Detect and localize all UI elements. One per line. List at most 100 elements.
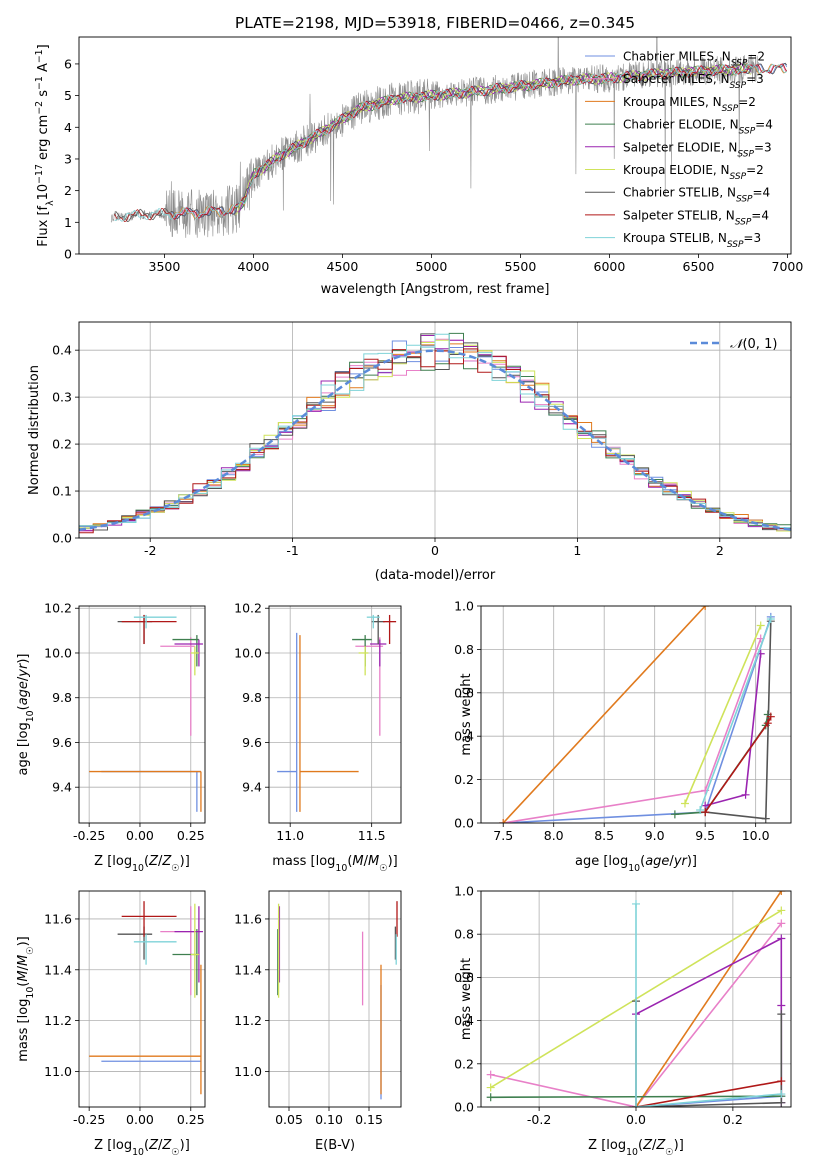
plot-area xyxy=(79,332,791,538)
y-tick-label: 11.0 xyxy=(234,1064,262,1079)
x-axis-label: Z [log10(Z/Z☉)] xyxy=(588,1138,684,1158)
x-tick-label: 7000 xyxy=(772,259,804,274)
legend-label: Kroupa STELIB, NSSP=3 xyxy=(623,231,761,250)
x-tick-label: 0.25 xyxy=(177,828,205,843)
error-bar-point xyxy=(121,901,177,937)
error-bar-point xyxy=(172,635,199,667)
mass-weight-marker xyxy=(777,1098,786,1107)
error-bar-point xyxy=(121,614,177,645)
mass-weight-marker xyxy=(499,819,508,823)
error-bar-point xyxy=(358,646,369,676)
x-tick-label: 5500 xyxy=(505,259,537,274)
axes-frame xyxy=(480,605,792,824)
error-bar-point xyxy=(160,637,195,736)
chart-layer: 3500 4000 4500 5000 5500 6000 6500 7000 0 1 2 3 4 5 6 w… xyxy=(16,36,804,1158)
error-bar-point xyxy=(101,770,201,812)
x-axis-label: Z [log10(Z/Z☉)] xyxy=(94,1138,190,1158)
plot-area xyxy=(89,901,203,1095)
y-tick-label: 11.2 xyxy=(44,1013,72,1028)
mass-weight-marker xyxy=(632,1103,640,1107)
y-tick-label: 9.4 xyxy=(242,780,262,795)
error-bar-point xyxy=(355,637,384,736)
y-tick-label: 2 xyxy=(64,183,72,198)
mass-weight-marker xyxy=(632,899,640,908)
legend-label: Salpeter ELODIE, NSSP=3 xyxy=(623,140,772,159)
y-tick-label: 3 xyxy=(64,151,72,166)
y-tick-label: 0.2 xyxy=(454,772,474,787)
plot-area xyxy=(89,614,203,812)
x-tick-label: 0.05 xyxy=(275,1112,303,1127)
x-tick-label: 0.0 xyxy=(626,1112,646,1127)
y-axis-label: mass weight xyxy=(459,673,474,755)
error-bar-point xyxy=(299,635,359,812)
histogram-step xyxy=(79,333,791,538)
mass-weight-line xyxy=(635,1001,783,1107)
x-tick-label: 11.0 xyxy=(276,828,304,843)
x-tick-label: -1 xyxy=(286,543,298,558)
y-tick-label: 11.0 xyxy=(44,1064,72,1079)
x-tick-label: 0.15 xyxy=(355,1112,383,1127)
x-tick-label: 0.25 xyxy=(177,1112,205,1127)
axes-frame xyxy=(268,605,402,824)
mass-weight-line xyxy=(503,638,762,823)
legend-label: Salpeter STELIB, NSSP=4 xyxy=(623,208,769,227)
normal-curve xyxy=(79,349,791,532)
x-axis-label: Z [log10(Z/Z☉)] xyxy=(94,854,190,874)
mass-weight-marker xyxy=(777,1010,786,1019)
y-tick-label: 11.4 xyxy=(44,962,72,977)
y-tick-label: 0.1 xyxy=(52,484,72,499)
y-tick-label: 1.0 xyxy=(454,599,474,614)
mass-weight-marker xyxy=(777,934,786,943)
x-tick-label: 11.5 xyxy=(358,828,386,843)
error-bar-point xyxy=(133,934,177,965)
y-tick-label: 0.2 xyxy=(52,437,72,452)
x-tick-label: 8.5 xyxy=(594,828,614,843)
x-tick-label: 10.0 xyxy=(742,828,770,843)
y-axis-label: Flux [fλ10−17 erg cm−2 s−1 A−1] xyxy=(34,44,56,246)
error-bar-point xyxy=(117,614,153,645)
x-tick-label: -0.25 xyxy=(73,828,105,843)
x-tick-label: 8.0 xyxy=(544,828,564,843)
legend-label: Kroupa MILES, NSSP=2 xyxy=(623,95,756,114)
y-tick-label: 0.8 xyxy=(454,642,474,657)
x-axis-label: E(B-V) xyxy=(315,1138,355,1153)
error-bar-point xyxy=(366,614,380,629)
spectrum-model-line xyxy=(114,62,788,223)
y-tick-label: 9.8 xyxy=(52,690,72,705)
y-tick-label: 4 xyxy=(64,120,72,135)
mass-weight-line xyxy=(635,1080,782,1107)
mass-weight-line xyxy=(490,922,782,1107)
mass-weight-marker xyxy=(701,808,710,817)
x-axis-label: mass [log10(M/M☉)] xyxy=(272,854,398,874)
x-tick-label: 0.00 xyxy=(126,828,154,843)
x-tick-label: 1 xyxy=(573,543,581,558)
error-bar-point xyxy=(89,964,202,1095)
x-axis-label: age [log10(age/yr)] xyxy=(575,854,697,874)
y-tick-label: 0 xyxy=(64,247,72,262)
error-bar-point xyxy=(383,614,397,645)
legend-label: Chabrier ELODIE, NSSP=4 xyxy=(623,118,773,137)
mass-weight-marker xyxy=(777,891,786,895)
error-bar-point xyxy=(174,906,203,983)
y-axis-label: age [log10(age/yr)] xyxy=(16,653,36,775)
mass-weight-marker xyxy=(766,615,775,624)
y-tick-label: 0.2 xyxy=(454,1056,474,1071)
plot-area xyxy=(277,901,398,1100)
mass-weight-marker xyxy=(761,814,770,823)
mass-weight-marker xyxy=(777,1001,786,1010)
mass-weight-vs-Z-panel: -0.2 0.0 0.2 0.0 0.2 0.4 0.6 0.8 1.0 Z [log10(Z/Z… xyxy=(454,884,792,1158)
mass-weight-line xyxy=(635,904,782,1107)
spectrum-model-line xyxy=(114,63,787,222)
mass-weight-marker xyxy=(680,799,689,808)
legend-label: Kroupa ELODIE, NSSP=2 xyxy=(623,163,764,182)
axes-frame xyxy=(78,890,206,1108)
plot-area xyxy=(486,891,786,1107)
y-tick-label: 0.6 xyxy=(454,970,474,985)
x-tick-label: 6500 xyxy=(683,259,715,274)
spectrum-model-line xyxy=(235,63,752,213)
y-tick-label: 11.2 xyxy=(234,1013,262,1028)
mass-weight-marker xyxy=(777,919,786,928)
x-tick-label: -2 xyxy=(144,543,156,558)
plot-area xyxy=(499,606,775,823)
